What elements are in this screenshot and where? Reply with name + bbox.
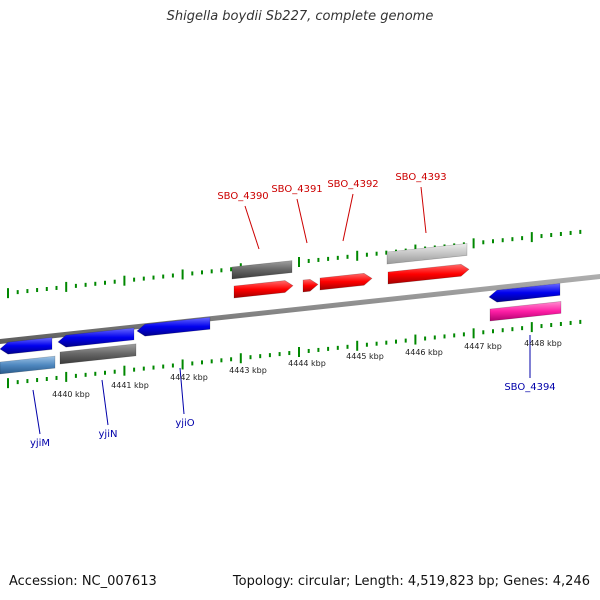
scale-labels: 4440 kbp 4441 kbp 4442 kbp 4443 kbp 4444 kbp…	[52, 339, 562, 399]
feature-track	[0, 243, 562, 375]
leader-SBO_4391	[296, 198, 308, 244]
gene-arrow-yjiM	[0, 337, 53, 355]
scale-label: 4442 kbp	[170, 373, 208, 382]
scale-label: 4446 kbp	[405, 348, 443, 357]
feature-block-sbo-4393	[386, 243, 468, 265]
gene-label-SBO_4390[interactable]: SBO_4390	[217, 191, 268, 202]
leader-SBO_4390	[244, 205, 260, 250]
gene-label-yjiM[interactable]: yjiM	[30, 438, 50, 449]
scale-label: 4441 kbp	[111, 381, 149, 390]
leader-yjiM	[32, 389, 41, 435]
gene-arrow-SBO_4392	[319, 272, 373, 291]
genome-title: Shigella boydii Sb227, complete genome	[166, 9, 434, 24]
gene-label-yjiO[interactable]: yjiO	[175, 418, 194, 429]
feature-block-sbo-4394	[489, 301, 562, 322]
leader-yjiO	[179, 367, 185, 415]
feature-block-yjiN	[59, 343, 137, 365]
gene-arrow-SBO_4391	[302, 278, 319, 293]
gene-arrow-SBO_4390	[233, 280, 294, 299]
scale-label: 4440 kbp	[52, 390, 90, 399]
gene-label-SBO_4393[interactable]: SBO_4393	[395, 172, 446, 183]
gene-arrow-yjiO	[136, 316, 211, 337]
scale-label: 4448 kbp	[524, 339, 562, 348]
scale-label: 4443 kbp	[229, 366, 267, 375]
gene-label-SBO_4391[interactable]: SBO_4391	[271, 184, 322, 195]
gene-label-SBO_4394[interactable]: SBO_4394	[504, 382, 555, 393]
leader-yjiN	[101, 379, 109, 426]
gene-arrow-yjiN	[57, 327, 135, 348]
label-leaders	[32, 186, 531, 435]
tick-track-lower	[7, 319, 582, 389]
scale-label: 4447 kbp	[464, 342, 502, 351]
gene-arrow-SBO_4394	[488, 283, 561, 303]
gene-label-yjiN[interactable]: yjiN	[99, 429, 118, 440]
accession-text: Accession: NC_007613	[9, 574, 157, 589]
tick-track-upper	[7, 229, 582, 299]
leader-SBO_4392	[342, 193, 354, 242]
gene-label-SBO_4392[interactable]: SBO_4392	[327, 179, 378, 190]
genome-summary-text: Topology: circular; Length: 4,519,823 bp…	[232, 574, 590, 589]
scale-label: 4444 kbp	[288, 359, 326, 368]
scale-label: 4445 kbp	[346, 352, 384, 361]
gene-arrow-SBO_4393	[387, 263, 470, 285]
feature-block-yjiM	[0, 355, 56, 375]
leader-SBO_4393	[420, 186, 427, 234]
feature-block-sbo-4390	[231, 260, 293, 280]
